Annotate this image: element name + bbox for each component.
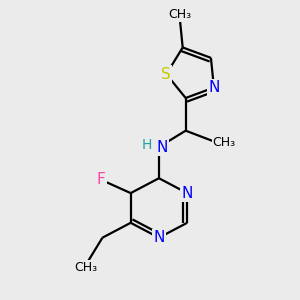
- Text: CH₃: CH₃: [74, 262, 98, 275]
- Text: N: N: [153, 230, 165, 245]
- Text: CH₃: CH₃: [168, 8, 191, 21]
- Text: H: H: [141, 138, 152, 152]
- Text: F: F: [97, 172, 105, 187]
- Text: N: N: [182, 186, 193, 201]
- Text: CH₃: CH₃: [213, 136, 236, 149]
- Text: N: N: [208, 80, 220, 95]
- Text: N: N: [156, 140, 168, 154]
- Text: S: S: [161, 67, 171, 82]
